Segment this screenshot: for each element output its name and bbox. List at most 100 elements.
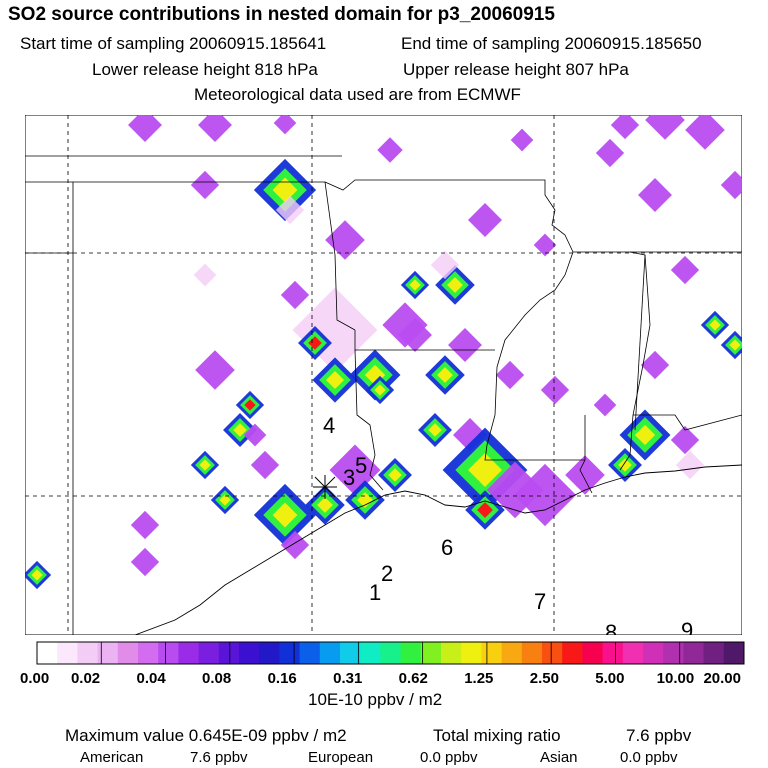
colorbar-swatch bbox=[481, 642, 503, 664]
european-label: European bbox=[308, 749, 374, 766]
colorbar-tick-label: 1.25 bbox=[464, 670, 493, 687]
colorbar-tick-label: 0.02 bbox=[71, 670, 100, 687]
colorbar-swatch bbox=[37, 642, 58, 664]
units-label: 10E-10 ppbv / m2 bbox=[308, 690, 443, 709]
colorbar-swatch bbox=[441, 642, 462, 664]
colorbar-swatch bbox=[723, 642, 745, 664]
state-boundaries bbox=[25, 155, 742, 635]
receptor-marker bbox=[313, 475, 337, 499]
colorbar-swatch bbox=[77, 642, 99, 664]
plume-patch bbox=[128, 115, 162, 142]
plume-patch bbox=[418, 413, 452, 447]
colorbar-swatch bbox=[97, 642, 119, 664]
colorbar-swatch bbox=[582, 642, 604, 664]
plume-patch bbox=[198, 115, 232, 142]
plume-patch bbox=[670, 425, 700, 455]
colorbar-swatch bbox=[279, 642, 301, 664]
colorbar-swatch bbox=[400, 642, 422, 664]
plume-patch bbox=[720, 330, 742, 360]
colorbar-swatch bbox=[562, 642, 583, 664]
start-time: Start time of sampling 20060915.185641 bbox=[20, 34, 327, 53]
total-mixing-label: Total mixing ratio bbox=[433, 726, 561, 745]
colorbar-tick-label: 2.50 bbox=[530, 670, 559, 687]
plume-patch bbox=[223, 413, 257, 447]
source-label: 9 bbox=[681, 618, 693, 635]
plume-patch bbox=[365, 375, 395, 405]
colorbar-swatch bbox=[643, 642, 664, 664]
asian-value: 0.0 ppbv bbox=[620, 749, 678, 766]
colorbar-swatch bbox=[57, 642, 78, 664]
colorbar-tick-label: 0.04 bbox=[136, 670, 166, 687]
colorbar-tick-label: 5.00 bbox=[595, 670, 624, 687]
source-label: 8 bbox=[605, 620, 617, 635]
plume-patch bbox=[540, 375, 570, 405]
european-value: 0.0 ppbv bbox=[420, 749, 478, 766]
plume-patch bbox=[305, 485, 345, 525]
colorbar-swatch bbox=[319, 642, 341, 664]
source-labels: 12 3 45 6 7 8 9 bbox=[323, 413, 693, 635]
plume-patch bbox=[377, 137, 403, 163]
plume-patch bbox=[280, 530, 310, 560]
colorbar-swatch bbox=[360, 642, 381, 664]
plume-patch bbox=[720, 170, 742, 200]
colorbar: 0.00 0.02 0.04 0.08 0.16 0.31 0.62 1.25 2.50 5.00… bbox=[20, 641, 745, 687]
source-label: 1 bbox=[369, 580, 381, 605]
colorbar-swatch bbox=[178, 642, 200, 664]
colorbar-swatch bbox=[542, 642, 563, 664]
plume-patch bbox=[610, 115, 640, 140]
plume-patch bbox=[675, 450, 705, 480]
colorbar-tick-label: 20.00 bbox=[703, 670, 741, 687]
source-label: 7 bbox=[534, 589, 546, 614]
colorbar-swatch bbox=[340, 642, 361, 664]
plume-layer bbox=[25, 115, 742, 590]
end-time: End time of sampling 20060915.185650 bbox=[401, 34, 702, 53]
colorbar-swatch bbox=[521, 642, 543, 664]
colorbar-swatch bbox=[138, 642, 159, 664]
upper-release-height: Upper release height 807 hPa bbox=[403, 60, 629, 79]
colorbar-swatch bbox=[461, 642, 482, 664]
plume-patch bbox=[195, 350, 235, 390]
colorbar-swatch bbox=[218, 642, 240, 664]
plume-patch bbox=[685, 115, 725, 150]
grid-lines bbox=[25, 115, 742, 635]
lower-release-height: Lower release height 818 hPa bbox=[92, 60, 318, 79]
plume-patch bbox=[645, 115, 685, 140]
plume-patch bbox=[638, 178, 672, 212]
plume-patch bbox=[619, 409, 671, 461]
colorbar-swatch bbox=[663, 642, 684, 664]
colorbar-swatch bbox=[622, 642, 644, 664]
colorbar-swatch bbox=[420, 642, 442, 664]
colorbar-tick-label: 0.08 bbox=[202, 670, 231, 687]
total-mixing-value: 7.6 ppbv bbox=[626, 726, 692, 745]
colorbar-tick-label: 0.62 bbox=[399, 670, 428, 687]
plume-patch bbox=[513, 463, 577, 527]
plume-patch bbox=[670, 255, 700, 285]
plume-patch bbox=[640, 350, 670, 380]
plume-patch bbox=[253, 483, 317, 547]
source-label: 3 bbox=[343, 465, 355, 490]
colorbar-swatch bbox=[501, 642, 523, 664]
colorbar-swatch bbox=[117, 642, 139, 664]
plume-patch bbox=[593, 393, 617, 417]
colorbar-swatch bbox=[703, 642, 725, 664]
plume-patch bbox=[608, 448, 642, 482]
plume-patch bbox=[700, 310, 730, 340]
colorbar-tick-label: 0.31 bbox=[333, 670, 362, 687]
colorbar-tick-label: 0.00 bbox=[20, 670, 49, 687]
colorbar-swatch bbox=[602, 642, 624, 664]
american-label: American bbox=[80, 749, 144, 766]
max-value: Maximum value 0.645E-09 ppbv / m2 bbox=[65, 726, 347, 745]
colorbar-swatch bbox=[198, 642, 220, 664]
colorbar-swatch bbox=[158, 642, 179, 664]
colorbar-swatch bbox=[299, 642, 321, 664]
colorbar-swatch bbox=[239, 642, 260, 664]
map-panel: 12 3 45 6 7 8 9 bbox=[25, 115, 742, 635]
american-value: 7.6 ppbv bbox=[190, 749, 248, 766]
met-data-source: Meteorological data used are from ECMWF bbox=[194, 85, 521, 104]
plume-patch bbox=[130, 510, 160, 540]
plume-patch bbox=[565, 455, 605, 495]
source-label: 4 bbox=[323, 413, 335, 438]
colorbar-swatch bbox=[380, 642, 402, 664]
source-label: 5 bbox=[355, 453, 367, 478]
plume-patch bbox=[468, 203, 502, 237]
